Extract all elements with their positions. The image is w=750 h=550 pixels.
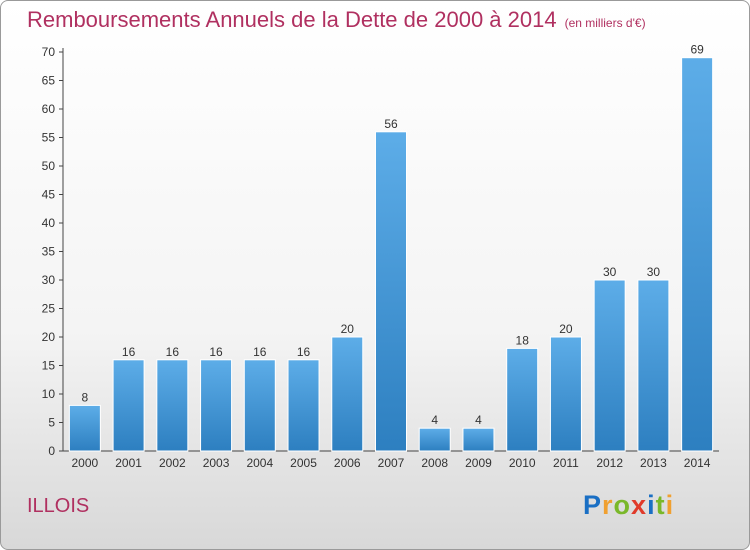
y-tick-label: 60 xyxy=(42,102,56,116)
title-text: Remboursements Annuels de la Dette de 20… xyxy=(27,7,557,32)
data-label: 16 xyxy=(209,345,223,359)
proxiti-logo: Proxiti xyxy=(583,490,674,521)
x-tick-label: 2009 xyxy=(465,456,492,470)
data-label: 20 xyxy=(559,322,573,336)
y-tick-label: 40 xyxy=(42,216,56,230)
data-label: 56 xyxy=(384,117,398,131)
data-label: 16 xyxy=(122,345,136,359)
bar xyxy=(681,57,714,452)
y-tick-label: 25 xyxy=(42,302,56,316)
bar xyxy=(243,359,276,452)
x-tick-label: 2008 xyxy=(421,456,448,470)
data-label: 20 xyxy=(341,322,355,336)
x-tick-label: 2011 xyxy=(553,456,579,470)
logo-letter: x xyxy=(631,490,648,520)
unit-label: (en milliers d'€) xyxy=(564,16,646,30)
y-tick-label: 65 xyxy=(42,74,56,88)
y-tick-label: 15 xyxy=(42,359,56,373)
y-tick-label: 10 xyxy=(42,387,56,401)
data-label: 4 xyxy=(431,413,438,427)
y-tick-label: 55 xyxy=(42,131,56,145)
bar xyxy=(593,279,626,452)
bar xyxy=(506,347,539,452)
data-label: 18 xyxy=(516,333,530,347)
bar xyxy=(112,359,145,452)
bar xyxy=(200,359,233,452)
y-tick-label: 50 xyxy=(42,159,56,173)
y-tick-label: 35 xyxy=(42,245,56,259)
x-tick-label: 2013 xyxy=(640,456,667,470)
x-tick-label: 2010 xyxy=(509,456,536,470)
logo-letter: P xyxy=(583,490,603,520)
x-tick-label: 2000 xyxy=(72,456,99,470)
logo-letter: o xyxy=(613,490,632,520)
data-label: 4 xyxy=(475,413,482,427)
chart-title: Remboursements Annuels de la Dette de 20… xyxy=(27,7,646,33)
x-tick-label: 2006 xyxy=(334,456,361,470)
labels: 0 5 10 15 20 25 30 35 40 45 50 55 60 65 70 8 2000 16 2001 1… xyxy=(42,43,711,470)
bar xyxy=(68,404,101,452)
y-tick-label: 45 xyxy=(42,188,56,202)
bar xyxy=(549,336,582,452)
x-tick-label: 2014 xyxy=(684,456,711,470)
logo-letter: t xyxy=(655,490,666,520)
data-label: 69 xyxy=(690,43,704,57)
data-label: 8 xyxy=(82,390,89,404)
y-tick-label: 20 xyxy=(42,330,56,344)
bar xyxy=(418,427,451,452)
y-tick-label: 70 xyxy=(42,45,56,59)
bar xyxy=(287,359,320,452)
x-tick-label: 2001 xyxy=(115,456,142,470)
bar xyxy=(156,359,189,452)
y-tick-label: 0 xyxy=(48,444,55,458)
data-label: 30 xyxy=(647,265,661,279)
data-label: 16 xyxy=(166,345,180,359)
logo-letter: i xyxy=(647,490,656,520)
y-tick-label: 5 xyxy=(48,416,55,430)
bar xyxy=(637,279,670,452)
x-tick-label: 2007 xyxy=(378,456,405,470)
data-label: 30 xyxy=(603,265,617,279)
x-tick-label: 2002 xyxy=(159,456,186,470)
x-tick-label: 2005 xyxy=(290,456,317,470)
bars xyxy=(68,57,714,452)
x-tick-label: 2003 xyxy=(203,456,230,470)
bar xyxy=(331,336,364,452)
x-tick-label: 2012 xyxy=(596,456,623,470)
bar xyxy=(375,131,407,452)
data-label: 16 xyxy=(297,345,311,359)
logo-letter: i xyxy=(665,490,675,520)
logo-letter: r xyxy=(602,490,614,520)
data-label: 16 xyxy=(253,345,267,359)
y-tick-label: 30 xyxy=(42,273,56,287)
commune-name: ILLOIS xyxy=(27,495,90,517)
x-tick-label: 2004 xyxy=(246,456,273,470)
bar xyxy=(462,427,495,452)
